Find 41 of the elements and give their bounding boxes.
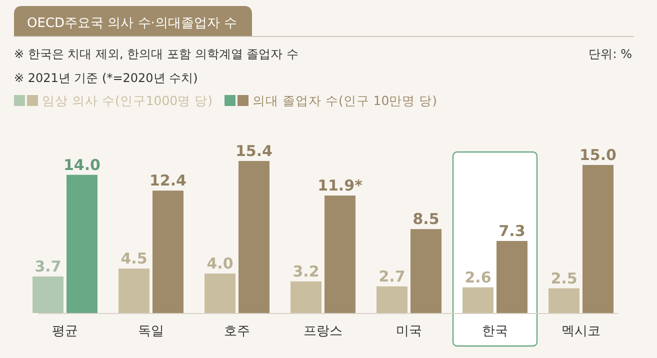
data-label: 8.5 xyxy=(412,210,440,228)
x-tick-label: 평균 xyxy=(52,324,78,339)
x-tick-label: 미국 xyxy=(396,324,422,339)
bar xyxy=(496,240,528,313)
x-tick-label: 한국 xyxy=(482,324,508,339)
data-label: 4.0 xyxy=(206,254,234,273)
bar xyxy=(462,287,494,313)
bar xyxy=(290,281,322,313)
x-tick-label: 프랑스 xyxy=(304,324,342,339)
x-tick-label: 호주 xyxy=(224,324,250,339)
data-label: 15.0 xyxy=(579,146,617,164)
data-label: 14.0 xyxy=(63,156,101,174)
data-label: 2.6 xyxy=(464,268,492,286)
x-tick-label: 멕시코 xyxy=(562,324,600,339)
bar xyxy=(118,268,150,313)
legend-label: 의대 졸업자 수(인구 10만명 당) xyxy=(252,93,438,108)
text: ※ 한국은 치대 제외, 한의대 포함 의학계열 졸업자 수 xyxy=(14,47,298,61)
bar xyxy=(32,276,64,313)
data-label: 2.5 xyxy=(550,269,578,288)
legend-label: 임상 의사 수(인구1000명 당) xyxy=(42,93,212,108)
data-label: 2.7 xyxy=(378,267,406,286)
data-label: 12.4 xyxy=(149,172,187,190)
bar xyxy=(410,229,442,313)
x-tick-label: 독일 xyxy=(138,324,164,339)
data-label: 7.3 xyxy=(498,222,526,240)
bar xyxy=(238,161,270,313)
text: ※ 2021년 기준 (*=2020년 수치) xyxy=(14,71,198,85)
bar xyxy=(204,274,236,313)
bar xyxy=(324,196,356,313)
bar xyxy=(582,164,614,313)
chart-title: OECD주요국 의사 수·의대졸업자 수 xyxy=(27,16,238,31)
text: 단위: % xyxy=(588,47,632,61)
data-label: 3.2 xyxy=(292,262,320,280)
bar xyxy=(376,286,408,313)
data-label: 11.9* xyxy=(318,176,363,195)
bar xyxy=(548,288,580,313)
bar xyxy=(66,174,98,313)
data-label: 3.7 xyxy=(34,257,62,276)
data-label: 15.4 xyxy=(235,142,273,160)
bar xyxy=(152,190,184,313)
data-label: 4.5 xyxy=(120,250,148,268)
